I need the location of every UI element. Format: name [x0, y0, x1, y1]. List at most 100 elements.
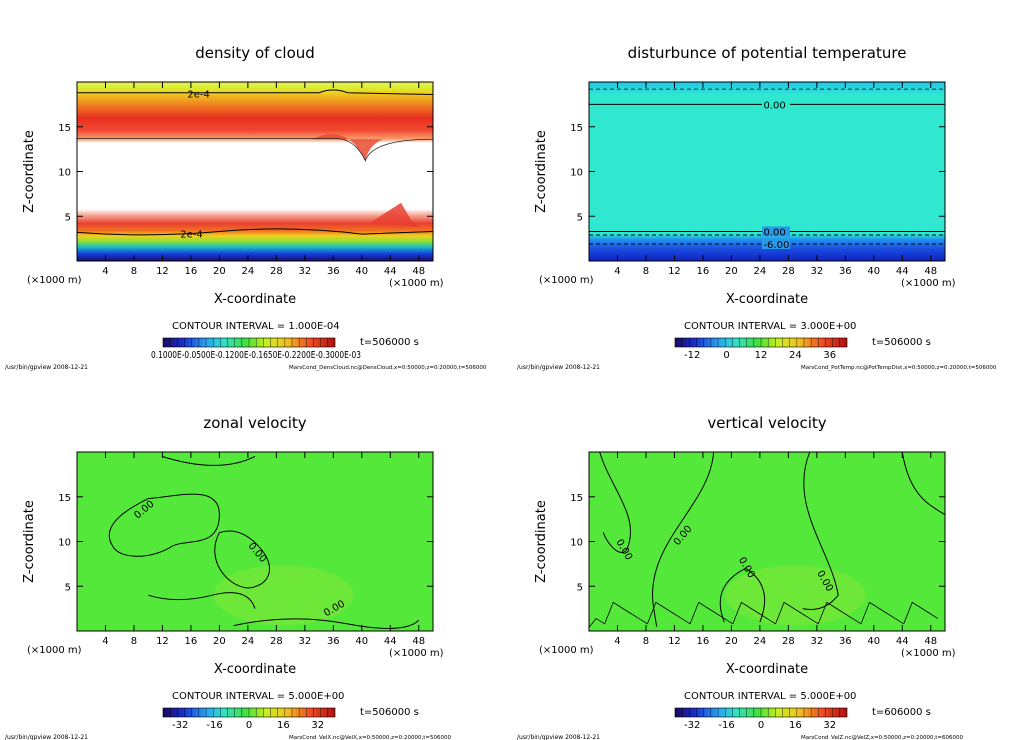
x-tick-label: 28	[270, 636, 283, 647]
x-tick-label: 4	[614, 266, 620, 277]
x-tick-label: 16	[185, 636, 198, 647]
y-tick-label: 10	[58, 538, 71, 549]
x-tick-label: 48	[412, 266, 425, 277]
y-tick-label: 5	[65, 582, 71, 593]
x-tick-label: 8	[643, 266, 649, 277]
x-tick-label: 48	[924, 266, 937, 277]
contour-line	[77, 137, 434, 162]
footer-right: MarsCond_PotTemp.nc@PotTempDist,x=0:5000…	[801, 365, 997, 371]
chart-title: zonal velocity	[203, 414, 306, 432]
x-axis-label: X-coordinate	[214, 292, 296, 307]
footer-left: /usr/bin/gpview 2008-12-21	[517, 364, 600, 371]
x-tick-label: 12	[668, 266, 681, 277]
y-tick-label: 15	[58, 123, 71, 134]
y-axis-label: Z-coordinate	[22, 130, 37, 213]
velocity-anomaly	[725, 565, 866, 626]
footer-right: MarsCond_VelX.nc@VelX,x=0:50000,z=0:2000…	[289, 735, 452, 740]
x-tick-label: 32	[810, 636, 823, 647]
y-axis-label: Z-coordinate	[22, 500, 37, 583]
contour-label: 0.00	[763, 227, 785, 238]
x-tick-label: 24	[242, 636, 255, 647]
contour-line	[108, 493, 220, 557]
x-tick-label: 44	[384, 636, 397, 647]
y-tick-label: 10	[58, 168, 71, 179]
cloud-plume	[368, 202, 419, 227]
contour-label-bg	[762, 238, 791, 249]
colorbar-tick-label: 32	[311, 720, 324, 731]
y-tick-label: 15	[58, 493, 71, 504]
x-tick-label: 36	[839, 636, 852, 647]
colorbar-tick-label: -12	[684, 350, 700, 361]
x-tick-label: 24	[754, 266, 767, 277]
colorbar-tick-label: -16	[206, 720, 222, 731]
x-unit-right: (×1000 m)	[389, 648, 444, 659]
x-unit-left: (×1000 m)	[539, 645, 594, 656]
time-label: t=606000 s	[872, 707, 931, 718]
y-tick-label: 10	[570, 168, 583, 179]
x-tick-label: 40	[355, 636, 368, 647]
x-tick-label: 4	[614, 636, 620, 647]
contour-line	[214, 530, 271, 589]
y-tick-label: 15	[570, 123, 583, 134]
contour-interval-text: CONTOUR INTERVAL = 3.000E+00	[684, 321, 856, 332]
contour-label-bg	[762, 226, 791, 237]
contour-line	[77, 89, 434, 96]
footer-left: /usr/bin/gpview 2008-12-21	[5, 364, 88, 371]
x-tick-label: 36	[327, 636, 340, 647]
x-tick-label: 16	[185, 266, 198, 277]
x-tick-label: 44	[896, 636, 909, 647]
x-tick-label: 16	[697, 636, 710, 647]
footer-left: /usr/bin/gpview 2008-12-21	[5, 734, 88, 740]
x-tick-label: 40	[867, 266, 880, 277]
x-tick-label: 48	[924, 636, 937, 647]
x-tick-label: 36	[327, 266, 340, 277]
x-tick-label: 32	[298, 636, 311, 647]
time-label: t=506000 s	[360, 707, 419, 718]
colorbar-tick-label: -32	[684, 720, 700, 731]
contour-line	[76, 228, 434, 236]
x-tick-label: 8	[131, 266, 137, 277]
colorbar-tick-label: 0.1000E-0.0500E-0.1200E-0.1650E-0.2200E-…	[151, 350, 361, 361]
x-tick-label: 24	[242, 266, 255, 277]
x-tick-label: 4	[102, 266, 108, 277]
x-unit-right: (×1000 m)	[901, 278, 956, 289]
y-tick-label: 15	[570, 493, 583, 504]
time-label: t=506000 s	[360, 337, 419, 348]
colorbar-tick-label: 0	[246, 720, 252, 731]
x-tick-label: 8	[131, 636, 137, 647]
x-unit-right: (×1000 m)	[901, 648, 956, 659]
contour-line	[588, 601, 939, 628]
colorbar-tick-label: 12	[755, 350, 768, 361]
x-tick-label: 32	[810, 266, 823, 277]
contour-line	[233, 618, 420, 629]
x-tick-label: 48	[412, 636, 425, 647]
x-tick-label: 8	[643, 636, 649, 647]
chart-title: density of cloud	[195, 44, 315, 62]
contour-line	[901, 451, 946, 516]
x-tick-label: 28	[782, 266, 795, 277]
contour-label: -6.00	[763, 240, 789, 251]
x-tick-label: 16	[697, 266, 710, 277]
x-unit-left: (×1000 m)	[539, 275, 594, 286]
x-tick-label: 44	[896, 266, 909, 277]
x-tick-label: 20	[213, 636, 226, 647]
x-unit-right: (×1000 m)	[389, 278, 444, 289]
x-axis-label: X-coordinate	[214, 662, 296, 677]
x-tick-label: 24	[754, 636, 767, 647]
y-tick-label: 5	[577, 582, 583, 593]
cloud-density-field	[77, 82, 433, 261]
colorbar-tick-label: 16	[789, 720, 802, 731]
colorbar-tick-label: -16	[718, 720, 734, 731]
colorbar-tick-label: -32	[172, 720, 188, 731]
x-axis-label: X-coordinate	[726, 662, 808, 677]
x-tick-label: 28	[782, 636, 795, 647]
colorbar-tick-label: 0	[723, 350, 729, 361]
x-axis-label: X-coordinate	[726, 292, 808, 307]
contour-line	[802, 451, 839, 610]
contour-interval-text: CONTOUR INTERVAL = 5.000E+00	[172, 691, 344, 702]
x-tick-label: 36	[839, 266, 852, 277]
x-unit-left: (×1000 m)	[27, 645, 82, 656]
x-unit-left: (×1000 m)	[27, 275, 82, 286]
footer-right: MarsCond_DensCloud.nc@DensCloud,x=0:5000…	[289, 365, 487, 371]
